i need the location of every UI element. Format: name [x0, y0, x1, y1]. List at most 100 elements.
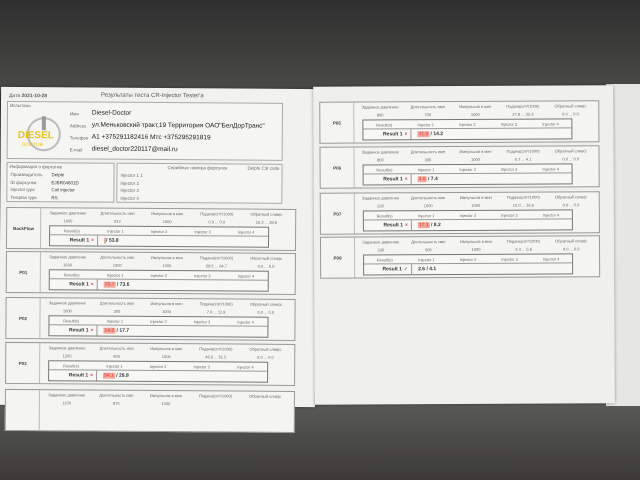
column-header: Импульсов в мин — [150, 300, 183, 307]
result-column: Injector 2 — [150, 272, 168, 278]
column-header: Заданное давление — [48, 300, 86, 306]
result-row: Result 1 × 31.3 / 14.2 — [363, 128, 571, 140]
parameter-value: 1000 — [471, 156, 481, 162]
result-column: Injector 2 — [459, 166, 476, 172]
parameter-value: 0.0 ... 0.0 — [257, 263, 275, 269]
column-header: Обратный слив(c — [250, 211, 283, 217]
result-label: Result 1 × — [49, 325, 98, 336]
info-value: Delphi — [51, 172, 65, 178]
parameter-value: 305 — [424, 157, 432, 163]
reference-value: 4.1 — [429, 266, 437, 273]
parameter-value: 1000 — [112, 262, 122, 268]
parameter-value: 27.8 ... 32.3 — [512, 111, 534, 117]
info-value: EJBR04601D — [51, 179, 79, 185]
serial-row: Injector 4 — [120, 195, 139, 201]
injector-1-result: / 53.8 — [104, 237, 119, 244]
parameter-value: 0.0 ... 0.0 — [562, 156, 580, 162]
column-header: Заданное давление — [361, 104, 399, 110]
test-block: P01 Заданное давление Длительность имп Импу… — [5, 250, 296, 295]
result-column: Injector 2 — [459, 256, 477, 262]
fail-cross-icon: × — [90, 281, 94, 288]
result-column: Result(s) — [376, 212, 393, 218]
fail-cross-icon: × — [404, 131, 408, 138]
column-header: Подача(cm³/1000) — [506, 194, 540, 200]
serials-box: Серийные номера форсунок Delphi C3I code… — [116, 162, 283, 204]
parameter-value: 1000 — [423, 203, 433, 209]
result-column: Injector 4 — [238, 229, 255, 235]
pass-check-icon: ✓ — [403, 266, 409, 273]
measured-value: 54.1 — [103, 372, 115, 379]
date-label: Дата — [9, 92, 21, 100]
parameter-values: 1600 300 1000 7.9 ... 11.9 0.0 ... 0.0 — [43, 308, 291, 315]
info-key: ID форсунки — [10, 179, 37, 185]
result-column: Injector 4 — [542, 212, 560, 218]
result-row: Result 1 ✓ 2.6 / 4.1 — [364, 263, 572, 275]
fail-cross-icon: × — [404, 222, 408, 229]
parameter-values: 230 505 1000 2.4 ... 5.6 0.0 ... 0.0 — [357, 246, 595, 252]
column-header: Заданное давление — [362, 239, 400, 245]
column-header: Длительность имп — [411, 195, 446, 201]
test-name: P06 — [320, 147, 355, 188]
result-column: Result(s) — [376, 256, 393, 262]
column-header: Подача(cm³/1000) — [198, 393, 233, 399]
result-column: Injector 1 — [417, 121, 434, 127]
result-table: Result(s) Injector 1 Injector 2 Injector 3 I… — [363, 253, 574, 276]
measured-value: 70.7 — [103, 281, 116, 288]
parameter-value: 1000 — [470, 111, 480, 117]
measured-value: 17.1 — [417, 222, 430, 229]
column-header: Обратный слив(c — [249, 393, 282, 399]
result-label: Result 1 ✓ — [364, 264, 413, 275]
column-header: Подача(cm³/1000) — [200, 211, 234, 217]
measured-value: 14.6 — [103, 327, 116, 334]
column-headers: Заданное давление Длительность имп Импульс… — [43, 254, 291, 261]
injector-1-result: 70.7 / 73.6 — [103, 281, 130, 288]
test-name: P02 — [6, 297, 41, 339]
diesel-doctor-logo: DIESEL DOCTOR — [18, 116, 61, 152]
result-name: Result 1 — [383, 131, 403, 138]
parameter-value: 900 — [113, 353, 120, 359]
column-header: Импульсов в мин — [459, 148, 492, 155]
result-row: Result 1 × 70.7 / 73.6 — [49, 279, 268, 291]
column-headers: Заданное давление Длительность имп Импульс… — [356, 148, 594, 154]
result-row: Result 1 × 17.1 / 8.2 — [363, 219, 572, 231]
performer-field-value: A1 +375291182416 Mтс +375295291819 — [91, 133, 211, 142]
info-key: Производитель — [10, 171, 43, 178]
result-table: Result(s) Injector 1 Injector 2 Injector 3 I… — [362, 118, 573, 141]
performer-box: Испытано DIESEL DOCTOR Имя Diesel-Doctor A… — [6, 100, 284, 161]
test-name: P08 — [320, 237, 356, 278]
parameter-values: 1600 812 1000 0.0 ... 0.0 16.2 ... 38.8 — [43, 218, 291, 225]
performer-label: Испытано — [9, 102, 31, 109]
injector-1-result: 4.6 / 7.4 — [417, 176, 438, 183]
result-label: Result 1 × — [363, 174, 412, 185]
column-header: Импульсов в мин — [459, 194, 492, 201]
injector-1-result: 14.6 / 17.7 — [103, 327, 130, 334]
test-name: BackFlow — [6, 207, 42, 249]
parameter-value: 0.0 ... 0.0 — [562, 202, 580, 208]
serial-row: Injector 2 — [120, 180, 139, 186]
reference-value: 8.2 — [433, 222, 441, 229]
column-header: Заданное давление — [48, 392, 86, 398]
test-name: P01 — [6, 251, 41, 293]
parameter-values: 800 700 1000 27.8 ... 32.3 0.0 ... 0.0 — [356, 111, 594, 117]
result-row: Result 1 × / 53.8 — [50, 235, 268, 247]
parameter-value: 1200 — [62, 353, 72, 359]
parameter-value: 1000 — [471, 202, 481, 208]
parameter-value: 875 — [112, 400, 120, 406]
test-name: P05 — [320, 102, 355, 143]
parameter-value: 1000 — [471, 246, 481, 252]
result-column: Injector 2 — [150, 228, 168, 234]
test-name: P07 — [320, 193, 355, 234]
fail-cross-icon: × — [90, 372, 94, 379]
column-headers: Заданное давление Длительность имп Импульс… — [357, 238, 595, 244]
fail-cross-icon: × — [90, 327, 94, 334]
column-header: Заданное давление — [49, 254, 87, 260]
test-name — [5, 389, 40, 431]
serial-row: Injector 3 — [120, 187, 139, 193]
result-column: Injector 3 — [193, 363, 210, 369]
performer-field-key: E-mail — [69, 147, 83, 153]
reference-value: 29.8 — [118, 372, 129, 379]
result-name: Result 1 — [69, 327, 89, 334]
parameter-values: 1100 875 1000 — [42, 400, 290, 407]
test-block: Заданное давление Длительность имп Импульс… — [4, 388, 295, 433]
svg-text:DOCTOR: DOCTOR — [22, 142, 44, 148]
